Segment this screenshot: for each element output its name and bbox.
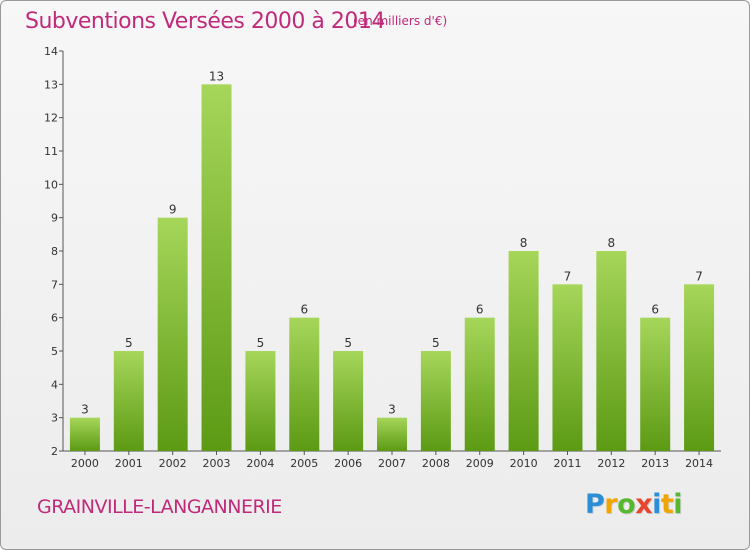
y-tick-label: 13	[44, 78, 58, 91]
data-label-2006: 5	[344, 336, 352, 350]
logo-letter: r	[604, 489, 618, 520]
bar-2014	[684, 284, 715, 451]
bar-2003	[201, 84, 232, 451]
x-tick-label-2006: 2006	[334, 457, 362, 470]
y-tick-label: 10	[44, 178, 58, 191]
x-tick-label-2012: 2012	[597, 457, 625, 470]
logo-letter: x	[635, 489, 653, 520]
bar-2006	[333, 351, 364, 451]
x-tick-label-2011: 2011	[553, 457, 581, 470]
x-tick-label-2000: 2000	[71, 457, 99, 470]
data-label-2012: 8	[608, 236, 616, 250]
bar-2013	[640, 317, 671, 451]
data-label-2010: 8	[520, 236, 528, 250]
x-tick-label-2003: 2003	[203, 457, 231, 470]
logo-letter: o	[617, 489, 636, 520]
x-tick-label-2001: 2001	[115, 457, 143, 470]
y-tick-label: 4	[51, 378, 58, 391]
x-tick-label-2008: 2008	[422, 457, 450, 470]
chart-title: Subventions Versées 2000 à 2014	[25, 9, 385, 34]
y-tick-label: 5	[51, 345, 58, 358]
logo-letter: i	[673, 489, 683, 520]
bar-2002	[157, 217, 188, 451]
x-tick-label-2010: 2010	[510, 457, 538, 470]
x-tick-label-2013: 2013	[641, 457, 669, 470]
data-label-2002: 9	[169, 203, 177, 217]
y-tick-label: 2	[51, 445, 58, 458]
data-label-2013: 6	[651, 303, 659, 317]
logo-letter: P	[585, 489, 605, 520]
bar-2004	[245, 351, 276, 451]
y-tick-label: 14	[44, 45, 58, 58]
y-tick-label: 7	[51, 278, 58, 291]
data-label-2005: 6	[300, 303, 308, 317]
y-tick-label: 11	[44, 145, 58, 158]
x-tick-label-2005: 2005	[290, 457, 318, 470]
x-tick-label-2009: 2009	[466, 457, 494, 470]
bar-2009	[464, 317, 495, 451]
y-tick-label: 3	[51, 412, 58, 425]
data-label-2000: 3	[81, 403, 89, 417]
bar-2010	[508, 251, 539, 451]
bar-2011	[552, 284, 583, 451]
bar-2005	[289, 317, 320, 451]
data-label-2003: 13	[209, 69, 224, 83]
data-label-2011: 7	[564, 269, 572, 283]
data-label-2001: 5	[125, 336, 133, 350]
logo-letter: i	[652, 489, 661, 520]
data-label-2009: 6	[476, 303, 484, 317]
x-tick-label-2002: 2002	[159, 457, 187, 470]
data-label-2007: 3	[388, 403, 396, 417]
y-tick-label: 12	[44, 112, 58, 125]
data-label-2014: 7	[695, 269, 703, 283]
data-label-2004: 5	[257, 336, 265, 350]
x-tick-label-2004: 2004	[246, 457, 274, 470]
proxiti-logo: Proxiti	[585, 489, 683, 520]
x-tick-label-2007: 2007	[378, 457, 406, 470]
y-tick-label: 9	[51, 212, 58, 225]
bar-2012	[596, 251, 627, 451]
y-tick-label: 8	[51, 245, 58, 258]
data-label-2008: 5	[432, 336, 440, 350]
logo-letter: t	[660, 489, 674, 520]
chart-subtitle: (en milliers d'€)	[353, 14, 448, 28]
bar-2000	[69, 417, 100, 451]
bar-2007	[377, 417, 407, 451]
commune-name: GRAINVILLE-LANGANNERIE	[37, 496, 282, 518]
bar-2008	[420, 351, 451, 451]
x-tick-label-2014: 2014	[685, 457, 713, 470]
bar-2001	[113, 351, 144, 451]
y-tick-label: 6	[51, 312, 58, 325]
